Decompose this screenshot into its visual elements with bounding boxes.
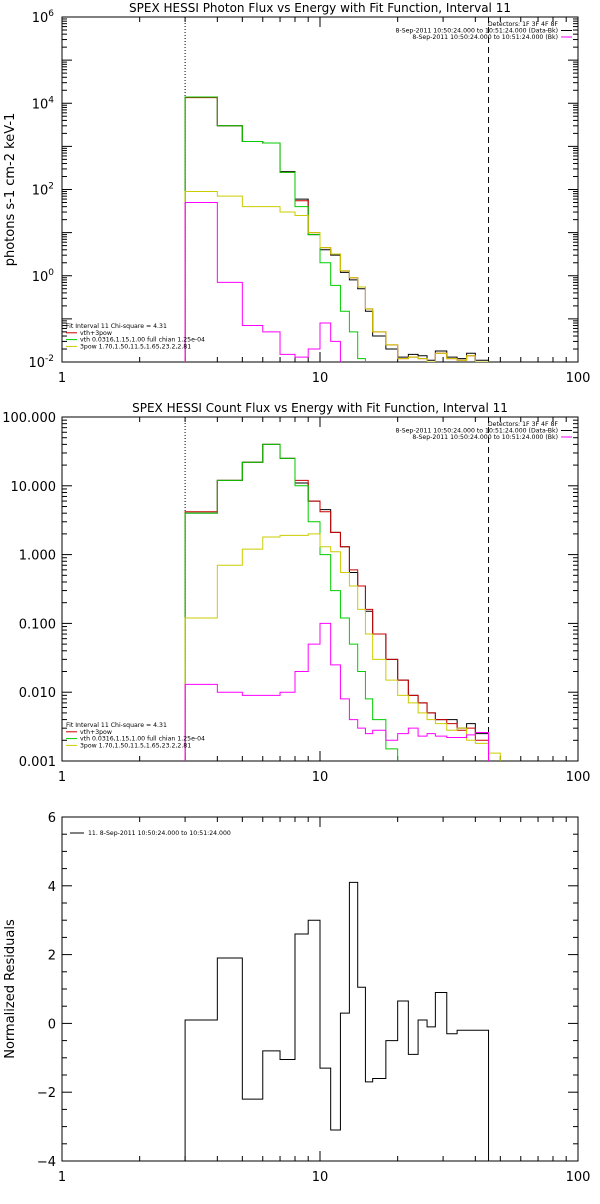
chart-title: SPEX HESSI Photon Flux vs Energy with Fi… bbox=[129, 1, 511, 15]
x-tick-label: 100 bbox=[566, 371, 591, 386]
y-tick-exponent: -2 bbox=[45, 354, 54, 364]
y-tick-label: −2 bbox=[37, 1086, 56, 1101]
y-tick-label: 1.000 bbox=[19, 549, 56, 564]
x-tick-label: 10 bbox=[312, 770, 329, 785]
series-line-4 bbox=[184, 622, 490, 761]
legend-bottom-entry: 3pow 1.70,1.50,11.5,1.65,23.2,2.81 bbox=[80, 742, 191, 749]
x-tick-label: 100 bbox=[566, 1170, 591, 1185]
series-line-3 bbox=[184, 190, 490, 362]
y-tick-exponent: 4 bbox=[48, 95, 54, 105]
y-tick-exponent: 6 bbox=[48, 9, 54, 19]
legend-top-entry: 8-Sep-2011 10:50:24.000 to 10:51:24.000 … bbox=[396, 428, 558, 435]
y-tick-label: 100.000 bbox=[2, 411, 56, 426]
x-tick-label: 1 bbox=[58, 1170, 66, 1185]
legend-entry: 11. 8-Sep-2011 10:50:24.000 to 10:51:24.… bbox=[88, 830, 231, 837]
legend-bottom-entry: Fit Interval 11 Chi-square = 4.31 bbox=[66, 323, 167, 330]
legend-top-entry: Detectors: 1F 3F 4F 8F bbox=[488, 421, 559, 428]
y-tick-label: 0 bbox=[48, 1017, 56, 1032]
series-line-2 bbox=[184, 443, 399, 761]
y-tick-label: 106 bbox=[32, 9, 55, 26]
series-line-1 bbox=[184, 443, 490, 761]
x-tick-label: 10 bbox=[312, 1170, 329, 1185]
y-axis-label: Normalized Residuals bbox=[3, 919, 18, 1059]
y-tick-exponent: 0 bbox=[48, 268, 54, 278]
y-tick-label: 0.100 bbox=[19, 617, 56, 632]
y-tick-label: 4 bbox=[48, 880, 56, 895]
y-tick-exponent: 2 bbox=[48, 182, 54, 192]
x-tick-label: 1 bbox=[58, 770, 66, 785]
series-line-1 bbox=[184, 97, 490, 362]
count-flux-panel: SPEX HESSI Count Flux vs Energy with Fit… bbox=[2, 401, 590, 785]
legend-bottom-entry: vth+3pow bbox=[80, 729, 112, 736]
chart-title: SPEX HESSI Count Flux vs Energy with Fit… bbox=[132, 401, 508, 415]
series-line-2 bbox=[184, 96, 366, 362]
y-tick-label: 0.010 bbox=[19, 686, 56, 701]
y-axis-label: photons s-1 cm-2 keV-1 bbox=[3, 113, 18, 267]
plot-frame bbox=[61, 416, 579, 762]
residuals-panel: 1 10 100 −4 −2 0 2 4 6 Normalized Residuals 11. 8-… bbox=[3, 811, 590, 1185]
series-layer bbox=[184, 443, 501, 761]
y-tick-label: 2 bbox=[48, 949, 56, 964]
series-layer bbox=[184, 96, 490, 362]
legend-bottom-entry: 3pow 1.70,1.50,11.5,1.65,23.2,2.81 bbox=[80, 343, 191, 350]
legend-top-entry: 8-Sep-2011 10:50:24.000 to 10:51:24.000 … bbox=[412, 34, 558, 41]
series-line-3 bbox=[184, 533, 501, 761]
y-tick-label: 6 bbox=[48, 811, 56, 826]
x-tick-label: 10 bbox=[312, 371, 329, 386]
series-layer bbox=[184, 881, 490, 1161]
y-tick-label: 102 bbox=[32, 182, 54, 199]
legend-bottom-entry: vth 0.0316,1.15,1.00 full chian 1.25e-04 bbox=[80, 736, 205, 743]
x-tick-label: 1 bbox=[58, 371, 66, 386]
y-tick-label: 104 bbox=[32, 95, 55, 112]
series-line-4 bbox=[184, 201, 341, 362]
series-line-0 bbox=[184, 881, 490, 1161]
legend-bottom-entry: vth+3pow bbox=[80, 330, 112, 337]
plot-frame bbox=[61, 16, 579, 363]
legend-top-entry: 8-Sep-2011 10:50:24.000 to 10:51:24.000 … bbox=[396, 28, 558, 35]
y-tick-label: 10.000 bbox=[11, 480, 57, 495]
series-line-0 bbox=[184, 443, 490, 761]
y-tick-label: 100 bbox=[32, 268, 55, 285]
legend-top-entry: Detectors: 1F 3F 4F 8F bbox=[488, 21, 559, 28]
x-tick-label: 100 bbox=[566, 770, 591, 785]
y-tick-label: 0.001 bbox=[19, 755, 56, 770]
y-tick-label: −4 bbox=[37, 1155, 56, 1170]
legend-bottom-entry: vth 0.0316,1.15,1.00 full chian 1.25e-04 bbox=[80, 337, 205, 344]
y-tick-label: 10-2 bbox=[28, 354, 54, 371]
legend-bottom-entry: Fit Interval 11 Chi-square = 4.31 bbox=[66, 722, 167, 729]
photon-flux-panel: SPEX HESSI Photon Flux vs Energy with Fi… bbox=[3, 1, 590, 386]
legend-top-entry: 8-Sep-2011 10:50:24.000 to 10:51:24.000 … bbox=[412, 434, 558, 441]
series-line-0 bbox=[184, 96, 490, 362]
